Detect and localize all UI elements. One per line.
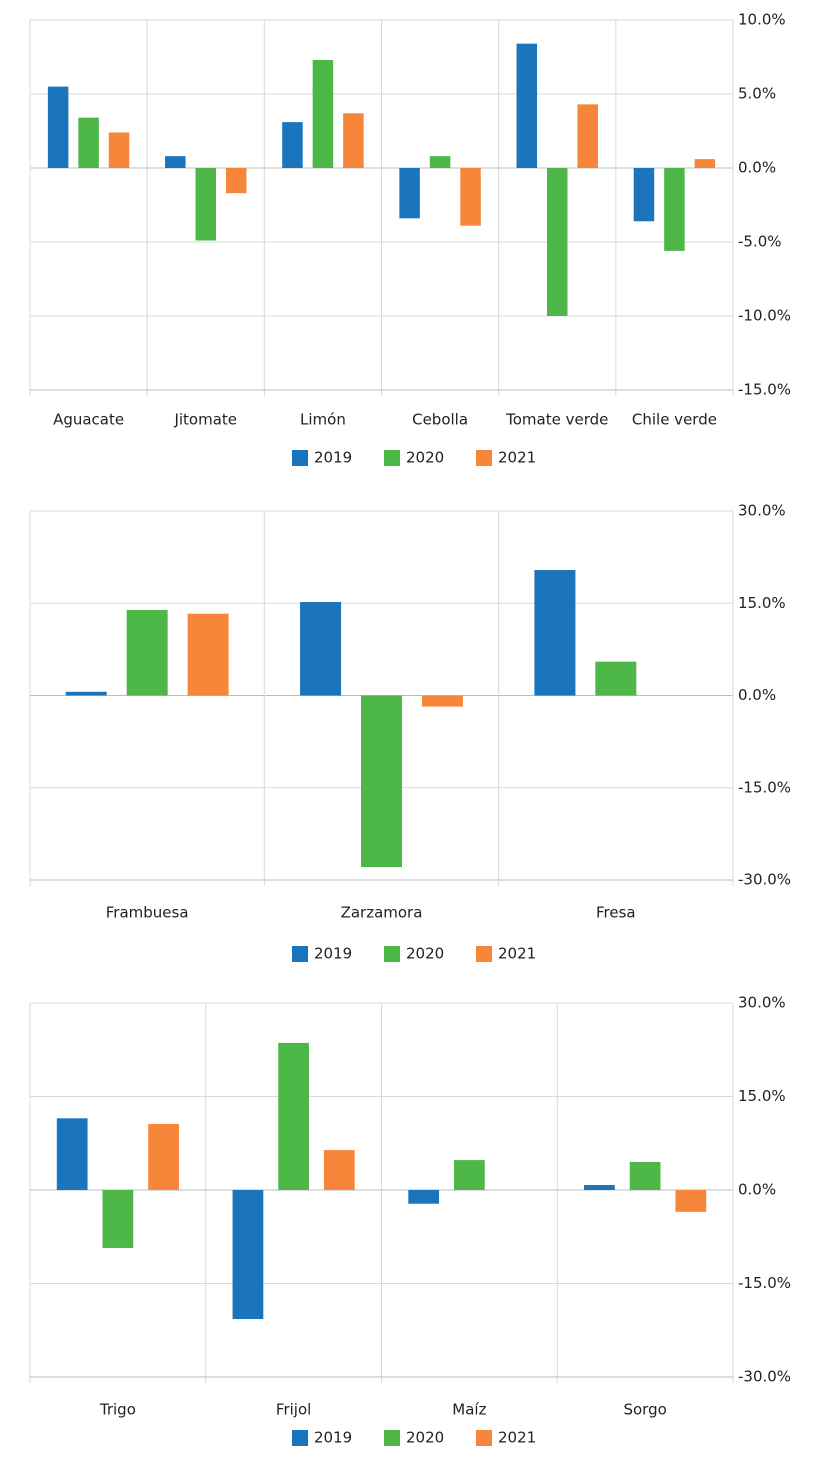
y-tick-label: 5.0%: [738, 85, 776, 103]
y-tick-label: 0.0%: [738, 686, 776, 704]
bar: [47, 86, 69, 168]
y-tick-label: -30.0%: [738, 1368, 791, 1386]
legend-label: 2020: [406, 945, 444, 963]
y-tick-label: -10.0%: [738, 307, 791, 325]
bar: [102, 1190, 134, 1248]
legend-label: 2021: [498, 945, 536, 963]
bar: [165, 156, 186, 168]
legend-swatch: [292, 946, 308, 962]
legend-label: 2019: [314, 449, 352, 467]
bar: [65, 691, 107, 696]
x-tick-label: Jitomate: [173, 411, 237, 429]
x-tick-label: Tomate verde: [505, 411, 608, 429]
legend-swatch: [476, 946, 492, 962]
x-tick-label: Frijol: [276, 1401, 311, 1419]
bar: [126, 610, 168, 696]
bar: [195, 168, 217, 241]
legend-label: 2021: [498, 1429, 536, 1447]
y-tick-label: -5.0%: [738, 233, 782, 251]
x-tick-label: Cebolla: [412, 411, 468, 429]
x-tick-label: Sorgo: [623, 1401, 666, 1419]
bar: [232, 1190, 264, 1320]
legend-swatch: [292, 450, 308, 466]
legend-label: 2020: [406, 1429, 444, 1447]
bar: [595, 661, 637, 696]
bar: [78, 117, 99, 168]
y-tick-label: 30.0%: [738, 502, 786, 520]
legend-swatch: [292, 1430, 308, 1446]
y-tick-label: 0.0%: [738, 1181, 776, 1199]
bar: [664, 168, 685, 251]
x-tick-label: Fresa: [596, 904, 636, 922]
x-tick-label: Trigo: [99, 1401, 136, 1419]
y-tick-label: -30.0%: [738, 871, 791, 889]
legend-swatch: [476, 1430, 492, 1446]
x-tick-label: Chile verde: [632, 411, 717, 429]
bar: [429, 156, 451, 168]
legend-swatch: [476, 450, 492, 466]
legend-swatch: [384, 946, 400, 962]
legend-label: 2019: [314, 1429, 352, 1447]
y-tick-label: 0.0%: [738, 159, 776, 177]
y-tick-label: 15.0%: [738, 594, 786, 612]
bar: [460, 168, 481, 226]
bar: [225, 168, 247, 194]
bar: [421, 695, 463, 707]
legend-swatch: [384, 450, 400, 466]
bar: [408, 1190, 440, 1204]
bar: [312, 59, 334, 168]
bar: [148, 1123, 179, 1190]
bar: [534, 570, 576, 696]
bar: [278, 1042, 310, 1190]
bar: [282, 122, 303, 168]
bar: [343, 113, 364, 168]
bar: [633, 168, 655, 222]
legend-swatch: [384, 1430, 400, 1446]
bar: [300, 602, 342, 696]
bar: [323, 1150, 355, 1190]
bar: [56, 1118, 88, 1190]
y-tick-label: -15.0%: [738, 778, 791, 796]
bar: [546, 168, 568, 316]
bar: [584, 1185, 615, 1190]
y-tick-label: 15.0%: [738, 1087, 786, 1105]
y-tick-label: 30.0%: [738, 994, 786, 1012]
x-tick-label: Limón: [300, 411, 346, 429]
bar: [108, 132, 130, 168]
bar: [360, 695, 403, 868]
bar: [516, 43, 538, 168]
y-tick-label: -15.0%: [738, 381, 791, 399]
bar: [577, 104, 598, 168]
bar: [453, 1160, 485, 1190]
x-tick-label: Maíz: [452, 1401, 486, 1419]
x-tick-label: Frambuesa: [106, 904, 189, 922]
x-tick-label: Aguacate: [53, 411, 124, 429]
legend-label: 2020: [406, 449, 444, 467]
bar: [187, 613, 229, 696]
legend-label: 2019: [314, 945, 352, 963]
legend-label: 2021: [498, 449, 536, 467]
bar: [675, 1190, 707, 1212]
x-tick-label: Zarzamora: [341, 904, 423, 922]
bar: [629, 1161, 661, 1190]
bar: [399, 168, 420, 219]
y-tick-label: -15.0%: [738, 1274, 791, 1292]
y-tick-label: 10.0%: [738, 11, 786, 29]
bar: [694, 159, 716, 168]
